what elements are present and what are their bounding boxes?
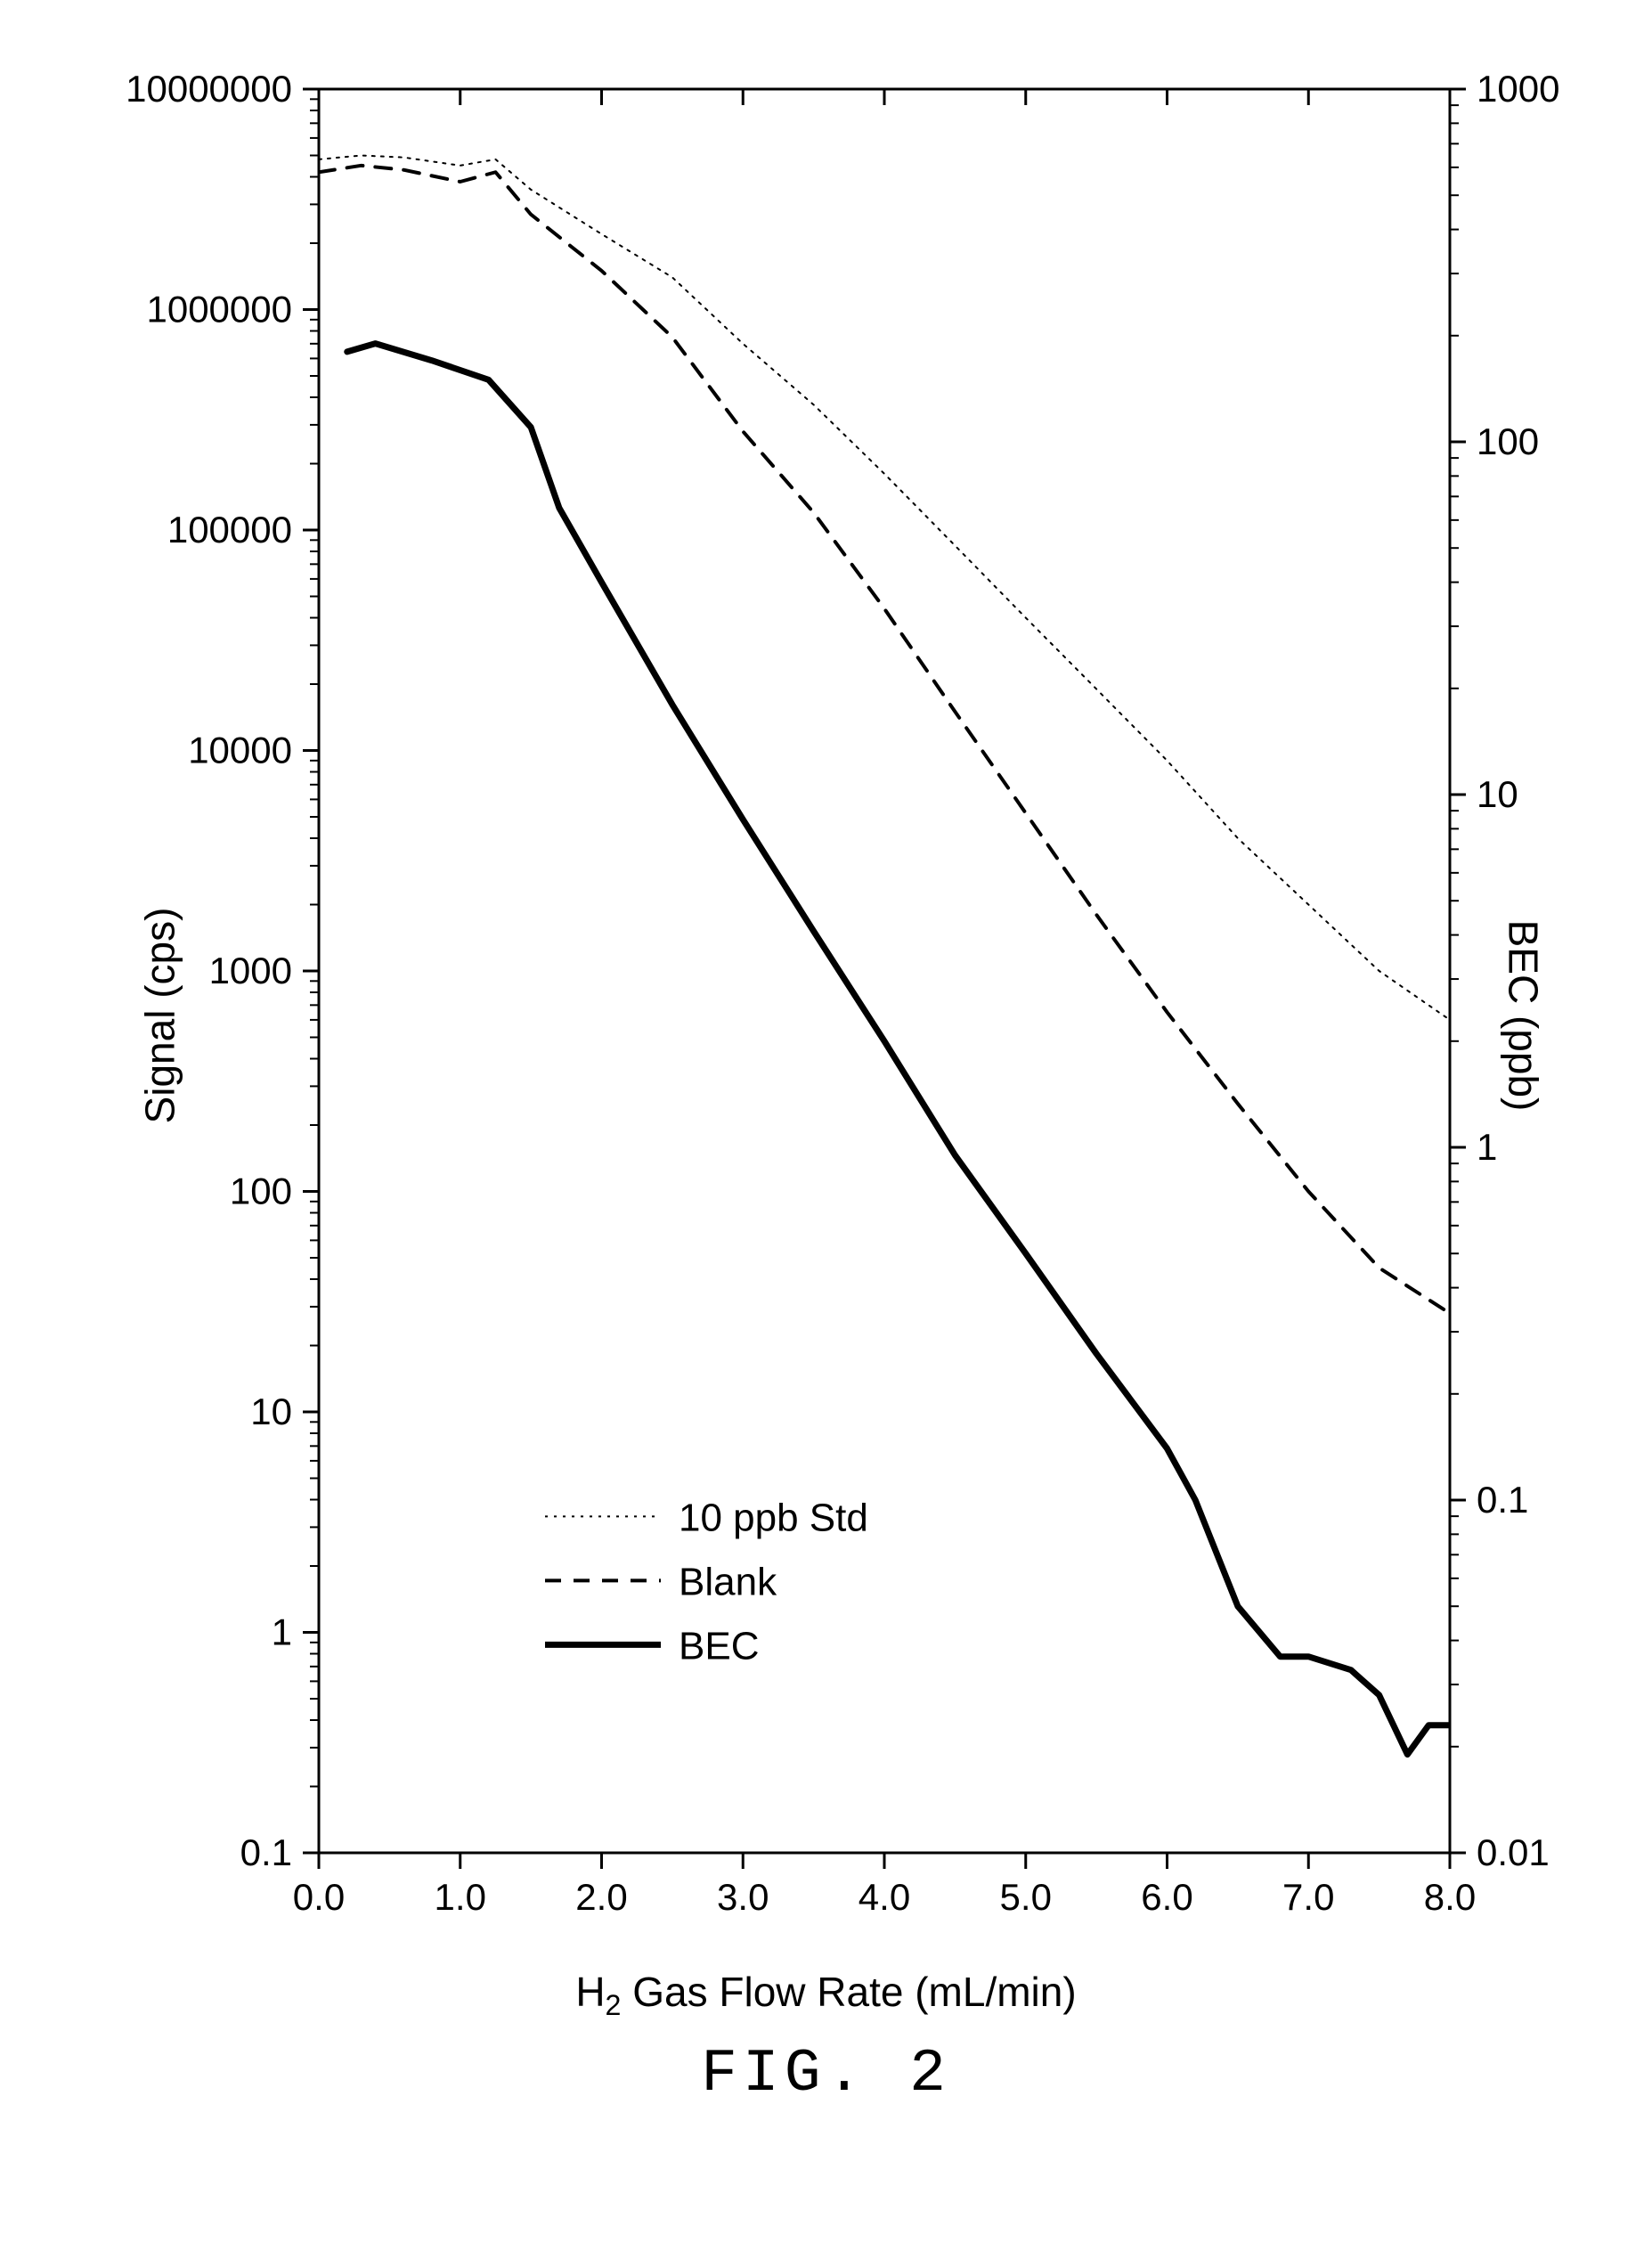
svg-text:1.0: 1.0 xyxy=(434,1876,485,1918)
svg-text:1000: 1000 xyxy=(208,950,291,991)
svg-text:10: 10 xyxy=(250,1391,292,1432)
svg-text:0.0: 0.0 xyxy=(292,1876,344,1918)
chart: Signal (cps) BEC (ppb) H2 Gas Flow Rate … xyxy=(69,36,1583,1995)
svg-text:100: 100 xyxy=(229,1170,291,1212)
svg-text:3.0: 3.0 xyxy=(717,1876,769,1918)
svg-text:Blank: Blank xyxy=(679,1560,777,1603)
svg-text:1000000: 1000000 xyxy=(146,289,292,330)
svg-text:0.01: 0.01 xyxy=(1477,1831,1550,1873)
svg-text:1000: 1000 xyxy=(1477,68,1559,110)
svg-text:6.0: 6.0 xyxy=(1141,1876,1192,1918)
svg-text:10 ppb Std: 10 ppb Std xyxy=(679,1496,868,1539)
figure-title: FIG. 2 xyxy=(701,2040,951,2108)
svg-text:100000: 100000 xyxy=(167,509,291,551)
x-label: H2 Gas Flow Rate (mL/min) xyxy=(575,1968,1076,2022)
svg-text:1: 1 xyxy=(1477,1126,1497,1168)
svg-text:8.0: 8.0 xyxy=(1423,1876,1475,1918)
y-right-label: BEC (ppb) xyxy=(1499,920,1547,1112)
svg-text:1: 1 xyxy=(271,1611,291,1653)
svg-text:0.1: 0.1 xyxy=(1477,1479,1528,1521)
svg-text:100: 100 xyxy=(1477,420,1539,462)
svg-text:4.0: 4.0 xyxy=(858,1876,909,1918)
svg-text:5.0: 5.0 xyxy=(999,1876,1051,1918)
svg-text:BEC: BEC xyxy=(679,1624,759,1668)
svg-text:10000000: 10000000 xyxy=(126,68,292,110)
svg-text:10: 10 xyxy=(1477,773,1518,815)
svg-text:0.1: 0.1 xyxy=(240,1831,291,1873)
svg-text:10000: 10000 xyxy=(188,730,292,771)
svg-text:2.0: 2.0 xyxy=(575,1876,627,1918)
svg-text:7.0: 7.0 xyxy=(1282,1876,1334,1918)
y-left-label: Signal (cps) xyxy=(135,908,183,1124)
chart-svg: 0.01.02.03.04.05.06.07.08.00.11101001000… xyxy=(69,36,1583,1995)
